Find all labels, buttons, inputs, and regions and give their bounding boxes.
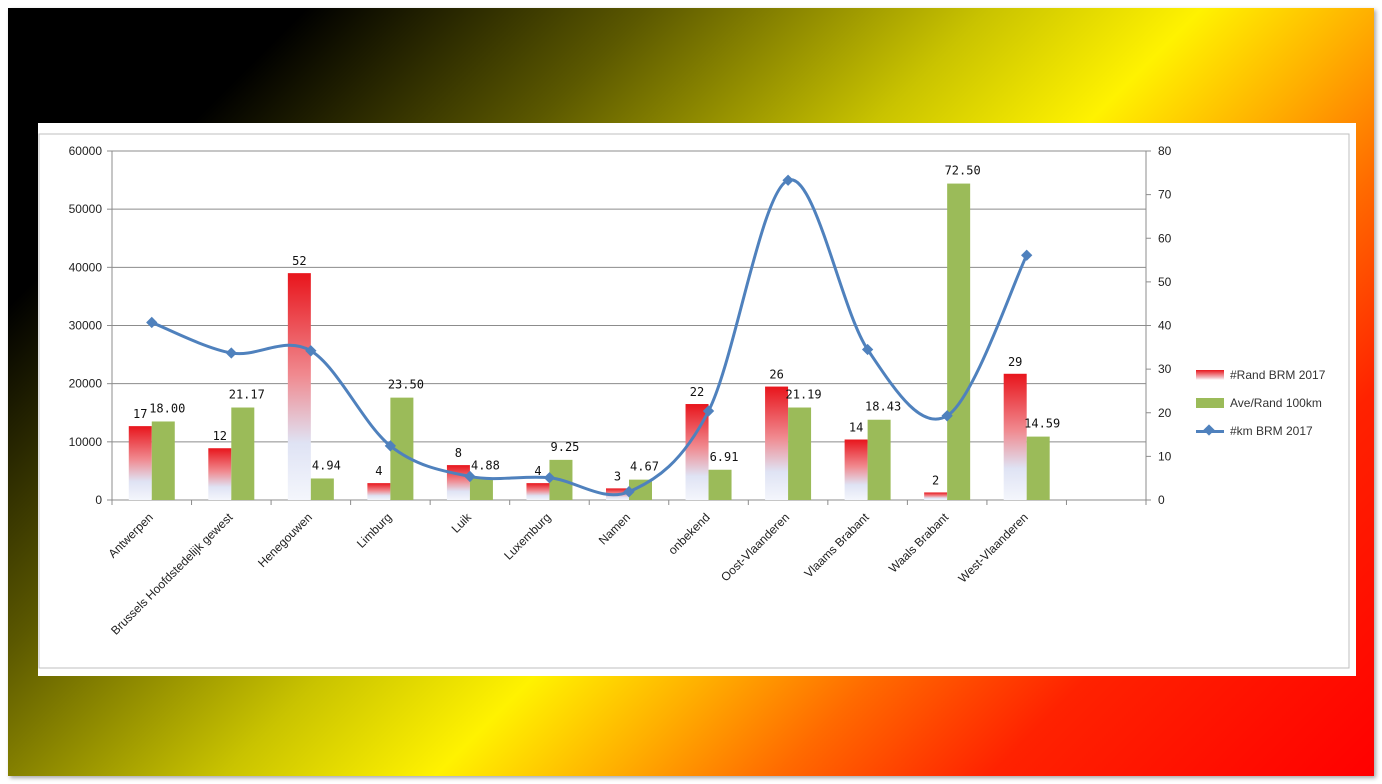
data-label-rand: 22 — [690, 385, 704, 399]
data-label-ave: 18.43 — [865, 400, 901, 414]
bar-rand — [367, 483, 391, 500]
data-label-rand: 14 — [849, 421, 863, 435]
legend: #Rand BRM 2017 Ave/Rand 100km #km BRM 20… — [1196, 361, 1356, 445]
right-axis-tick-label: 30 — [1158, 362, 1172, 376]
data-label-rand: 8 — [455, 446, 462, 460]
legend-swatch-rand — [1196, 370, 1224, 380]
bar-rand — [924, 492, 948, 500]
right-axis-tick-label: 10 — [1158, 449, 1172, 463]
category-label: Waals Brabant — [886, 510, 952, 576]
data-label-ave: 4.94 — [312, 458, 341, 472]
marker-km — [702, 405, 715, 417]
marker-km — [941, 410, 953, 422]
left-axis-tick-label: 30000 — [69, 319, 103, 333]
marker-km — [384, 440, 397, 452]
combo-chart: 0 10000 20000 30000 40000 50000 60000 0 10 20 30 40… — [38, 133, 1350, 669]
right-axis-tick-label: 50 — [1158, 275, 1172, 289]
bar-ave — [708, 469, 732, 500]
category-label: Henegouwen — [255, 510, 315, 570]
right-axis-tick-label: 80 — [1158, 144, 1172, 158]
bar-ave — [310, 478, 334, 500]
line-km — [151, 178, 1029, 497]
bar-rand — [765, 386, 789, 500]
category-label: Limburg — [354, 510, 395, 551]
data-label-rand: 12 — [213, 429, 227, 443]
marker-km — [543, 472, 556, 484]
data-label-ave: 18.00 — [149, 401, 185, 415]
legend-item-rand: #Rand BRM 2017 — [1196, 361, 1356, 389]
data-label-rand: 4 — [375, 464, 382, 478]
data-label-ave: 23.50 — [388, 378, 424, 392]
marker-km — [146, 316, 158, 329]
category-label: Luxemburg — [501, 510, 553, 562]
data-label-ave: 6.91 — [710, 450, 739, 464]
category-label: Vlaams Brabant — [801, 510, 872, 581]
left-axis-tick-label: 0 — [95, 493, 102, 507]
category-label: Antwerpen — [105, 510, 155, 560]
data-label-rand: 29 — [1008, 355, 1022, 369]
data-label-ave: 72.50 — [945, 164, 981, 178]
data-label-rand: 2 — [932, 473, 939, 487]
bar-rand — [685, 404, 709, 500]
marker-km — [464, 470, 476, 483]
bar-ave — [231, 407, 255, 500]
left-axis-tick-label: 20000 — [69, 377, 103, 391]
data-label-rand: 52 — [292, 254, 306, 268]
bar-ave — [788, 407, 812, 500]
bar-rand — [287, 273, 311, 500]
bar-rand — [844, 439, 868, 500]
left-axis-tick-label: 40000 — [69, 260, 103, 274]
legend-item-km: #km BRM 2017 — [1196, 417, 1356, 445]
right-axis-tick-label: 40 — [1158, 319, 1172, 333]
category-label: Oost-Vlaanderen — [718, 510, 792, 584]
right-axis-tick-label: 0 — [1158, 493, 1165, 507]
data-label-ave: 4.67 — [630, 460, 659, 474]
legend-label-rand: #Rand BRM 2017 — [1230, 368, 1326, 382]
bar-ave — [947, 183, 971, 500]
right-axis-tick-label: 60 — [1158, 231, 1172, 245]
data-label-ave: 4.88 — [471, 458, 500, 472]
legend-item-ave: Ave/Rand 100km — [1196, 389, 1356, 417]
slide-background: 0 10000 20000 30000 40000 50000 60000 0 10 20 30 40… — [8, 8, 1374, 776]
bar-ave — [469, 478, 493, 500]
bar-rand — [446, 465, 470, 500]
data-label-rand: 17 — [133, 407, 147, 421]
marker-km — [623, 486, 635, 498]
data-label-ave: 9.25 — [551, 440, 580, 454]
left-axis-tick-label: 10000 — [69, 435, 103, 449]
bar-ave — [390, 397, 414, 500]
bar-rand — [208, 448, 232, 500]
category-label: onbekend — [665, 510, 712, 557]
chart-border — [38, 133, 1350, 669]
marker-km — [1021, 249, 1033, 261]
legend-label-ave: Ave/Rand 100km — [1230, 396, 1322, 410]
left-axis-tick-label: 50000 — [69, 202, 103, 216]
category-label: Namen — [596, 510, 633, 547]
marker-km — [305, 345, 317, 357]
chart-panel: 0 10000 20000 30000 40000 50000 60000 0 10 20 30 40… — [38, 123, 1356, 676]
legend-swatch-km — [1196, 426, 1224, 436]
data-label-ave: 21.19 — [786, 388, 822, 402]
data-label-rand: 26 — [769, 368, 783, 382]
data-label-rand: 4 — [534, 464, 541, 478]
bar-rand — [128, 426, 152, 500]
bar-rand — [1003, 373, 1027, 500]
bar-rand — [526, 483, 550, 500]
right-axis-tick-label: 70 — [1158, 188, 1172, 202]
data-label-rand: 3 — [614, 469, 621, 483]
left-axis-tick-label: 60000 — [69, 144, 103, 158]
category-label: Luik — [449, 510, 475, 536]
marker-km — [225, 347, 237, 359]
legend-label-km: #km BRM 2017 — [1230, 424, 1313, 438]
marker-km — [861, 343, 874, 356]
legend-swatch-ave — [1196, 398, 1224, 408]
bar-ave — [867, 419, 891, 500]
bar-ave — [1026, 436, 1050, 500]
data-label-ave: 14.59 — [1024, 417, 1060, 431]
data-label-ave: 21.17 — [229, 388, 265, 402]
bar-ave — [151, 421, 175, 500]
right-axis-tick-label: 20 — [1158, 406, 1172, 420]
category-label: West-Vlaanderen — [956, 510, 1031, 585]
